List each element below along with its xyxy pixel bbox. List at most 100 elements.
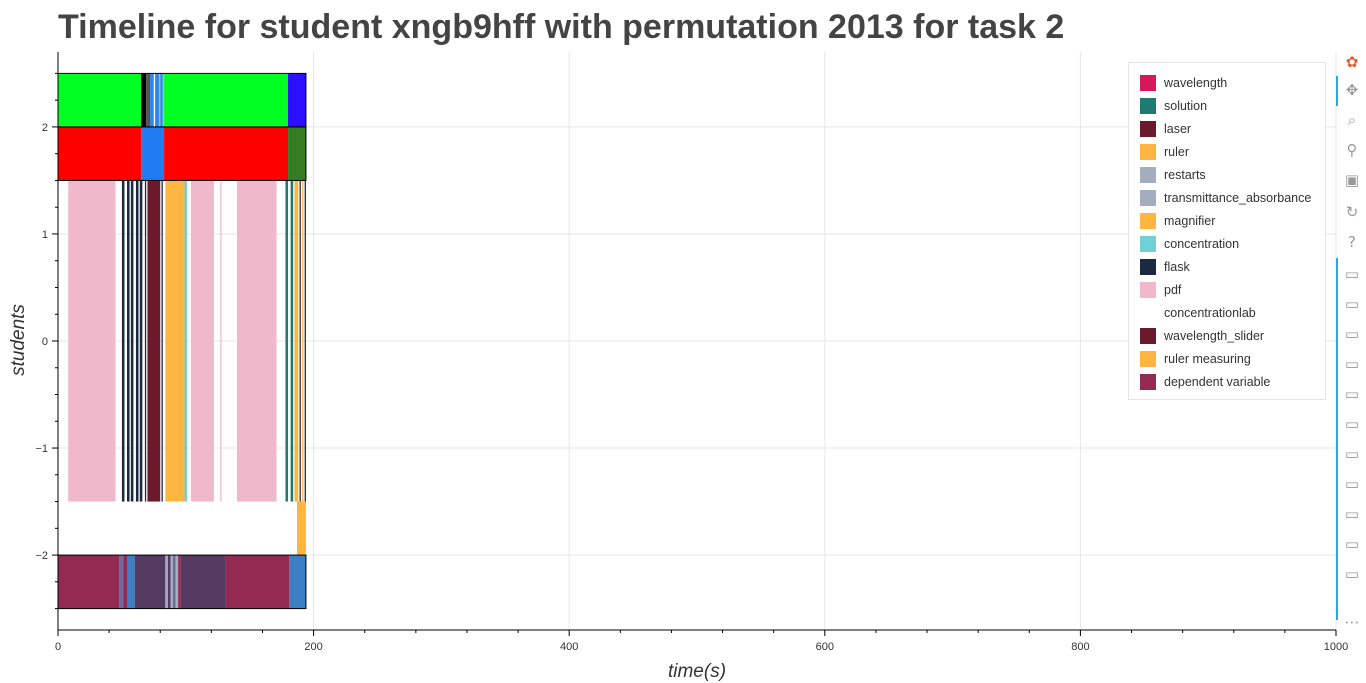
legend-item[interactable]: wavelength_slider	[1129, 324, 1325, 347]
timeline-segment	[296, 501, 306, 556]
timeline-segment	[127, 180, 130, 502]
legend-label: ruler measuring	[1164, 351, 1251, 366]
x-axis-title: time(s)	[668, 661, 726, 682]
legend-swatch	[1140, 281, 1156, 298]
hover-icon[interactable]: ▭	[1344, 265, 1360, 283]
timeline-segment	[294, 180, 299, 502]
timeline-segment	[127, 555, 135, 609]
x-tick-label: 0	[55, 641, 61, 653]
legend-item[interactable]: solution	[1129, 94, 1325, 117]
timeline-segment	[178, 555, 181, 609]
more-icon[interactable]: ⋯	[1344, 613, 1360, 631]
legend-label: ruler	[1164, 144, 1190, 159]
bokeh-logo-icon[interactable]: ✿	[1345, 53, 1359, 71]
timeline-segment	[165, 180, 185, 502]
timeline-segment	[165, 555, 168, 609]
legend-swatch	[1140, 235, 1156, 252]
legend-item[interactable]: magnifier	[1129, 209, 1325, 232]
x-tick-label: 600	[816, 641, 834, 653]
timeline-segment	[170, 555, 174, 609]
legend-item[interactable]: transmittance_absorbance	[1129, 186, 1325, 209]
timeline-segment	[164, 126, 289, 181]
timeline-segment	[173, 555, 176, 609]
hover-icon[interactable]: ▭	[1344, 475, 1360, 493]
wheel-zoom-icon[interactable]: ⚲	[1346, 141, 1358, 159]
timeline-segment	[290, 180, 294, 502]
timeline-segment	[285, 180, 289, 502]
x-tick-label: 400	[560, 641, 578, 653]
x-tick-label: 800	[1071, 641, 1089, 653]
legend-item[interactable]: ruler measuring	[1129, 347, 1325, 370]
axes: 0 200 400 600 800 1000 2 1 0 −1 −2	[35, 52, 1348, 653]
box-zoom-icon[interactable]: ⌕	[1347, 111, 1357, 129]
hover-icon[interactable]: ▭	[1344, 505, 1360, 523]
timeline-segment	[58, 126, 142, 181]
timeline-segment	[135, 180, 139, 502]
timeline-segment	[130, 180, 134, 502]
timeline-segment	[144, 180, 147, 502]
legend-item[interactable]: concentration	[1129, 232, 1325, 255]
timeline-segment	[155, 73, 159, 127]
timeline-segment	[225, 555, 290, 609]
legend-label: solution	[1164, 98, 1208, 113]
timeline-segment	[236, 180, 277, 502]
hover-icon[interactable]: ▭	[1344, 445, 1360, 463]
timeline-segment	[161, 180, 163, 502]
timeline-segment	[58, 73, 142, 127]
y-tick-label: 1	[42, 229, 48, 241]
timeline-segment	[299, 180, 301, 502]
legend-label: magnifier	[1164, 213, 1216, 228]
help-icon[interactable]: ?	[1348, 233, 1356, 251]
x-tick-label: 1000	[1324, 641, 1348, 653]
legend-item[interactable]: wavelength	[1129, 71, 1325, 94]
hover-icon[interactable]: ▭	[1344, 325, 1360, 343]
hover-icon[interactable]: ▭	[1344, 565, 1360, 583]
hover-icon[interactable]: ▭	[1344, 535, 1360, 553]
legend-item[interactable]: flask	[1129, 255, 1325, 278]
legend-swatch	[1140, 74, 1156, 91]
timeline-bars	[57, 72, 307, 610]
timeline-segment	[288, 126, 306, 181]
legend-label: restarts	[1164, 167, 1206, 182]
timeline-segment	[123, 555, 128, 609]
legend-label: wavelength	[1164, 75, 1228, 90]
hover-icon[interactable]: ▭	[1344, 295, 1360, 313]
timeline-segment	[162, 73, 165, 127]
legend-swatch	[1140, 166, 1156, 183]
save-icon[interactable]: ▣	[1344, 171, 1360, 189]
legend-label: wavelength_slider	[1164, 328, 1265, 343]
pan-icon[interactable]: ✥	[1345, 81, 1359, 99]
y-tick-label: 0	[42, 336, 48, 348]
timeline-segment	[302, 180, 304, 502]
y-tick-label: 2	[42, 122, 48, 134]
timeline-segment	[160, 73, 163, 127]
legend-swatch	[1140, 143, 1156, 160]
reset-icon[interactable]: ↻	[1345, 203, 1359, 221]
legend-label: dependent variable	[1164, 374, 1271, 389]
legend-item[interactable]: pdf	[1129, 278, 1325, 301]
timeline-segment	[190, 180, 214, 502]
timeline-segment	[289, 555, 306, 609]
timeline-segment	[139, 180, 143, 502]
legend-swatch	[1140, 189, 1156, 206]
legend-label: flask	[1164, 259, 1190, 274]
timeline-segment	[220, 180, 222, 502]
x-tick-label: 200	[304, 641, 322, 653]
hover-icon[interactable]: ▭	[1344, 415, 1360, 433]
timeline-segment	[58, 555, 120, 609]
y-axis-title: students	[8, 304, 29, 376]
legend-swatch	[1140, 350, 1156, 367]
timeline-segment	[164, 73, 289, 127]
legend-item[interactable]: ruler	[1129, 140, 1325, 163]
toolbar: ✿ ✥ ⌕ ⚲ ▣ ↻? ▭ ▭ ▭ ▭ ▭ ▭ ▭ ▭ ▭ ▭ ▭ ⋯	[1336, 48, 1366, 638]
legend-item[interactable]: laser	[1129, 117, 1325, 140]
timeline-segment	[153, 73, 156, 127]
legend-item[interactable]: restarts	[1129, 163, 1325, 186]
legend-item[interactable]: concentrationlab	[1129, 301, 1325, 324]
legend-item[interactable]: dependent variable	[1129, 370, 1325, 393]
timeline-segment	[141, 73, 147, 127]
hover-icon[interactable]: ▭	[1344, 355, 1360, 373]
legend-swatch	[1140, 212, 1156, 229]
hover-icon[interactable]: ▭	[1344, 385, 1360, 403]
